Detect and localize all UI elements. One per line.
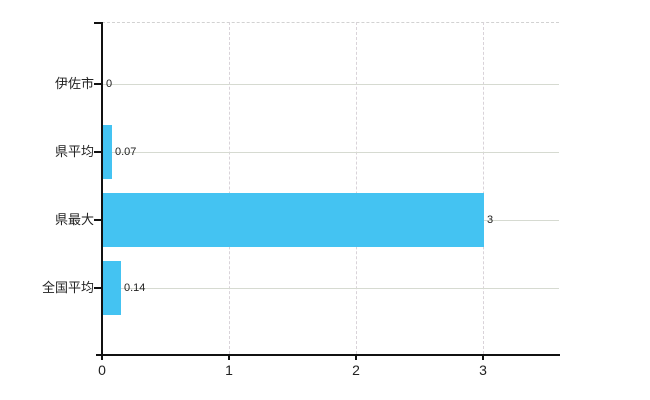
x-tick-label: 3 [479, 362, 487, 378]
bar [103, 261, 121, 315]
x-tick-label: 1 [225, 362, 233, 378]
x-tick [228, 354, 230, 360]
category-label: 伊佐市 [54, 76, 94, 91]
y-tick [94, 83, 102, 85]
v-gridline [229, 22, 230, 354]
bar [103, 193, 484, 247]
bar-value-label: 3 [487, 214, 494, 226]
plot-top-border [102, 22, 559, 23]
h-gridline [102, 152, 559, 153]
category-label: 全国平均 [41, 280, 94, 295]
x-tick-label: 0 [98, 362, 106, 378]
x-tick [101, 354, 103, 360]
bar-value-label: 0.14 [124, 282, 146, 294]
y-axis-line [101, 22, 103, 355]
v-gridline [483, 22, 484, 354]
bar-value-label: 0 [106, 78, 113, 90]
v-gridline [356, 22, 357, 354]
bar [103, 125, 112, 179]
y-tick [94, 151, 102, 153]
x-tick-label: 2 [352, 362, 360, 378]
category-label: 県最大 [54, 212, 94, 227]
y-tick [94, 219, 102, 221]
y-tick [94, 22, 102, 24]
h-gridline [102, 288, 559, 289]
h-gridline [102, 84, 559, 85]
x-axis-line [96, 354, 560, 356]
y-tick [94, 287, 102, 289]
category-label: 県平均 [54, 144, 94, 159]
bar-value-label: 0.07 [115, 146, 137, 158]
x-tick [482, 354, 484, 360]
x-tick [355, 354, 357, 360]
